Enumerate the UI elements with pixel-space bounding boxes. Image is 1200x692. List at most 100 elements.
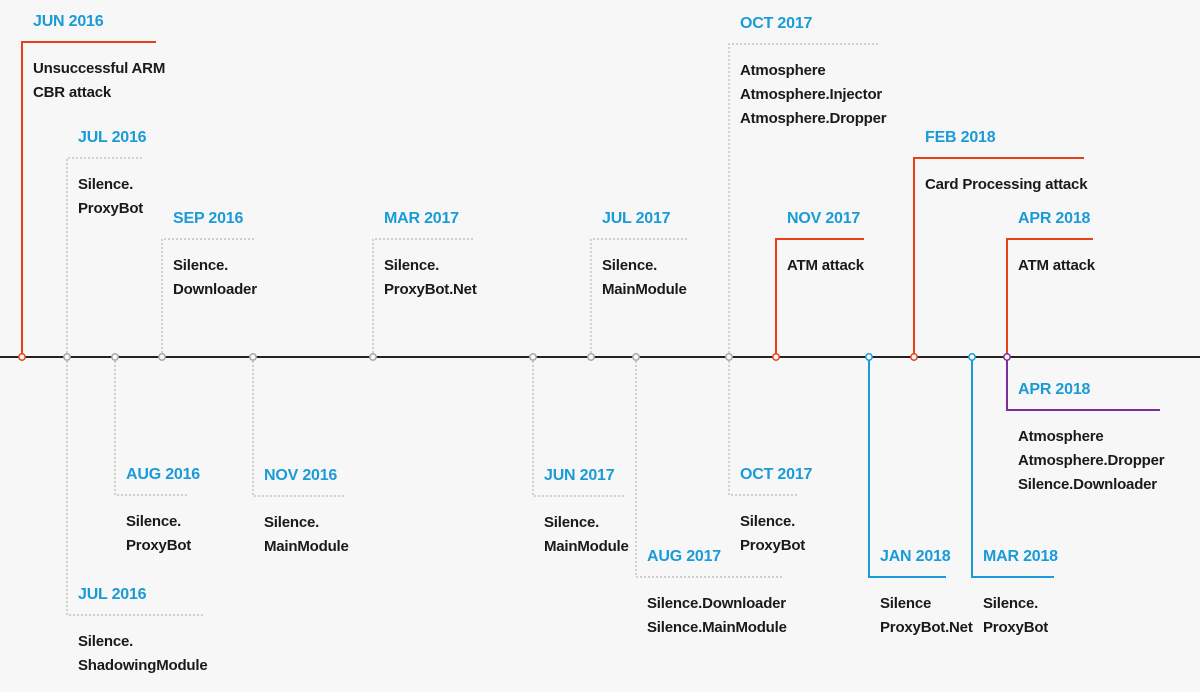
event-date: JUL 2017 bbox=[602, 210, 671, 227]
event-description: Silence. MainModule bbox=[602, 254, 687, 302]
event-date: APR 2018 bbox=[1018, 210, 1091, 227]
node-apr-2018-atmosphere bbox=[1003, 353, 1011, 361]
event-line: Unsuccessful ARM bbox=[33, 60, 166, 77]
connector-nov-2016-mainmodule bbox=[252, 357, 345, 497]
connector-jul-2017-mainmodule bbox=[590, 238, 688, 357]
connector-sep-2016-downloader bbox=[161, 238, 254, 357]
connector-jan-2018-proxybot-net bbox=[868, 357, 946, 578]
event-description: ATM attack bbox=[1018, 254, 1095, 278]
event-line: Silence. bbox=[126, 513, 182, 530]
event-line: ProxyBot bbox=[78, 200, 144, 217]
event-line: ATM attack bbox=[1018, 257, 1095, 274]
connectors bbox=[21, 41, 1160, 616]
event-date: AUG 2016 bbox=[126, 466, 200, 483]
node-jun-2017-mainmodule bbox=[529, 353, 537, 361]
event-line: ProxyBot bbox=[126, 537, 192, 554]
node-oct-2017-atmosphere bbox=[725, 353, 733, 361]
event-line: ProxyBot bbox=[740, 537, 806, 554]
event-line: Silence. bbox=[78, 633, 134, 650]
node-jul-2017-mainmodule bbox=[587, 353, 595, 361]
event-date: JAN 2018 bbox=[880, 548, 951, 565]
connector-jun-2016-arm-cbr bbox=[21, 41, 156, 357]
event-line: ATM attack bbox=[787, 257, 864, 274]
event-description: Card Processing attack bbox=[925, 173, 1088, 197]
event-line: Silence. bbox=[544, 514, 600, 531]
connector-oct-2017-atmosphere bbox=[728, 43, 880, 357]
event-line: Silence.Downloader bbox=[647, 595, 786, 612]
event-line: Atmosphere bbox=[1018, 428, 1104, 445]
event-line: Downloader bbox=[173, 281, 257, 298]
event-line: Silence. bbox=[384, 257, 440, 274]
event-description: Silence ProxyBot.Net bbox=[880, 592, 973, 640]
connector-jun-2017-mainmodule bbox=[532, 357, 625, 497]
event-line: MainModule bbox=[544, 538, 629, 555]
connector-mar-2017-proxybot-net bbox=[372, 238, 473, 357]
connector-aug-2017-downloader bbox=[635, 357, 784, 578]
event-description: Silence. ProxyBot bbox=[983, 592, 1048, 640]
event-line: Silence. bbox=[264, 514, 320, 531]
event-description: Silence. ProxyBot.Net bbox=[384, 254, 477, 302]
event-description: Atmosphere Atmosphere.Dropper Silence.Down… bbox=[1018, 425, 1165, 497]
timeline-nodes bbox=[18, 353, 1011, 361]
connector-nov-2017-atm bbox=[775, 238, 864, 357]
event-date: JUL 2016 bbox=[78, 129, 147, 146]
event-description: Unsuccessful ARM CBR attack bbox=[33, 57, 165, 105]
event-line: Silence. bbox=[602, 257, 658, 274]
event-date: NOV 2016 bbox=[264, 467, 338, 484]
event-line: Silence. bbox=[173, 257, 229, 274]
event-description: Silence. MainModule bbox=[544, 511, 629, 559]
event-date: MAR 2018 bbox=[983, 548, 1058, 565]
event-line: Silence.Downloader bbox=[1018, 476, 1157, 493]
event-description: Silence. ShadowingModule bbox=[78, 630, 208, 678]
event-date: JUN 2016 bbox=[33, 13, 104, 30]
event-date: OCT 2017 bbox=[740, 466, 813, 483]
node-jul-2016-proxybot bbox=[63, 353, 71, 361]
event-line: Silence bbox=[880, 595, 932, 612]
node-aug-2016-proxybot bbox=[111, 353, 119, 361]
connector-jul-2016-shadowing bbox=[66, 357, 203, 616]
event-line: Silence. bbox=[78, 176, 134, 193]
event-date: APR 2018 bbox=[1018, 381, 1091, 398]
node-nov-2017-atm bbox=[772, 353, 780, 361]
event-description: Silence. Downloader bbox=[173, 254, 257, 302]
event-line: ProxyBot bbox=[983, 619, 1049, 636]
connector-aug-2016-proxybot bbox=[114, 357, 189, 496]
event-description: Atmosphere Atmosphere.Injector Atmosphere.… bbox=[740, 59, 887, 131]
connector-mar-2018-proxybot bbox=[971, 357, 1054, 578]
event-line: MainModule bbox=[264, 538, 349, 555]
connector-oct-2017-proxybot bbox=[728, 357, 799, 496]
event-date: JUN 2017 bbox=[544, 467, 615, 484]
event-line: ProxyBot.Net bbox=[880, 619, 973, 636]
event-line: Atmosphere.Dropper bbox=[1018, 452, 1165, 469]
event-description: Silence. MainModule bbox=[264, 511, 349, 559]
event-description: Silence. ProxyBot bbox=[740, 510, 805, 558]
event-date: AUG 2017 bbox=[647, 548, 721, 565]
event-date: FEB 2018 bbox=[925, 129, 996, 146]
node-jun-2016-arm-cbr bbox=[18, 353, 26, 361]
event-line: ProxyBot.Net bbox=[384, 281, 477, 298]
connector-feb-2018-card bbox=[913, 157, 1084, 357]
event-date: MAR 2017 bbox=[384, 210, 459, 227]
event-date: JUL 2016 bbox=[78, 586, 147, 603]
event-line: Silence. bbox=[983, 595, 1039, 612]
event-date: NOV 2017 bbox=[787, 210, 861, 227]
event-date: SEP 2016 bbox=[173, 210, 244, 227]
node-sep-2016-downloader bbox=[158, 353, 166, 361]
event-line: Silence. bbox=[740, 513, 796, 530]
event-description: Silence. ProxyBot bbox=[78, 173, 143, 221]
connector-apr-2018-atm bbox=[1006, 238, 1093, 357]
event-line: Atmosphere bbox=[740, 62, 826, 79]
node-aug-2017-downloader bbox=[632, 353, 640, 361]
event-line: Card Processing attack bbox=[925, 176, 1088, 193]
event-line: CBR attack bbox=[33, 84, 112, 101]
connector-apr-2018-atmosphere bbox=[1006, 357, 1160, 411]
connector-jul-2016-proxybot bbox=[66, 157, 143, 357]
node-mar-2017-proxybot-net bbox=[369, 353, 377, 361]
event-description: ATM attack bbox=[787, 254, 864, 278]
event-description: Silence.Downloader Silence.MainModule bbox=[647, 592, 787, 640]
event-line: MainModule bbox=[602, 281, 687, 298]
node-mar-2018-proxybot bbox=[968, 353, 976, 361]
node-nov-2016-mainmodule bbox=[249, 353, 257, 361]
event-description: Silence. ProxyBot bbox=[126, 510, 191, 558]
